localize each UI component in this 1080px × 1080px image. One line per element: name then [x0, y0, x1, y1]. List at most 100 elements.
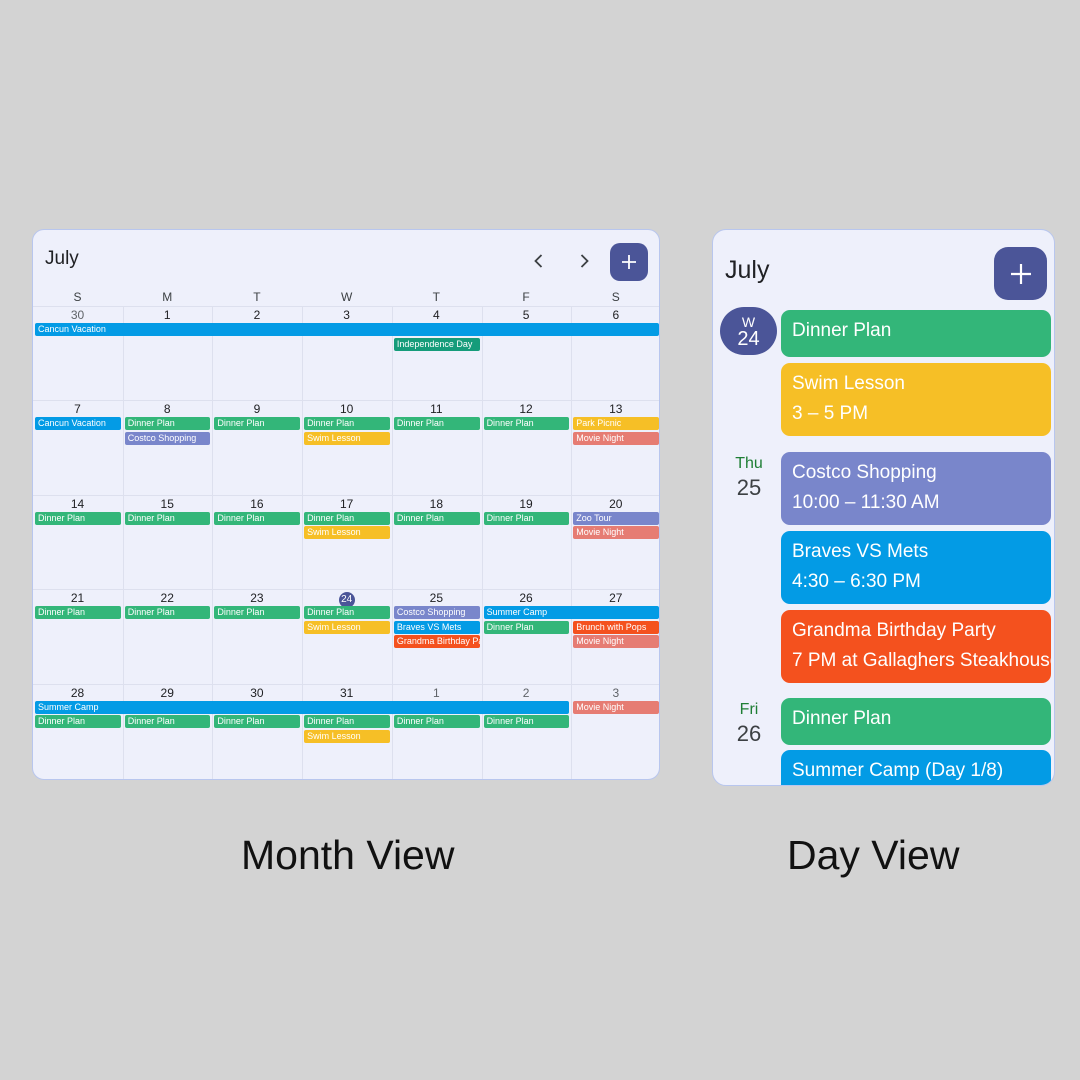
event-card-summer-camp[interactable]: Summer Camp (Day 1/8)	[781, 750, 1051, 785]
date-cell[interactable]: 24	[302, 591, 391, 609]
event-chip-dinner-plan[interactable]: Dinner Plan	[214, 606, 301, 620]
date-cell[interactable]: 30	[250, 685, 264, 700]
plus-icon	[622, 255, 636, 269]
next-month-button[interactable]	[571, 248, 597, 274]
date-cell[interactable]: 2	[253, 308, 261, 322]
day-label-thu[interactable]: Thu 25	[721, 455, 777, 501]
date-cell[interactable]: 25	[429, 591, 444, 606]
event-title: Costco Shopping	[792, 462, 937, 483]
event-chip-dinner-plan[interactable]: Dinner Plan	[304, 606, 390, 620]
chevron-right-icon	[580, 254, 589, 268]
event-chip-dinner-plan[interactable]: Dinner Plan	[214, 715, 301, 729]
date-cell[interactable]: 3	[612, 685, 620, 700]
event-chip-summer-camp[interactable]: Summer Camp	[483, 606, 659, 620]
date-cell[interactable]: 11	[430, 402, 443, 417]
date-cell[interactable]: 8	[163, 402, 171, 417]
event-chip-dinner-plan[interactable]: Dinner Plan	[304, 715, 390, 729]
event-chip-costco-shopping[interactable]: Costco Shopping	[124, 431, 211, 445]
event-chip-dinner-plan[interactable]: Dinner Plan	[483, 417, 570, 431]
event-chip-cancun-vacation[interactable]: Cancun Vacation	[35, 323, 659, 336]
date-cell[interactable]: 23	[250, 591, 264, 606]
date-cell[interactable]: 21	[70, 591, 85, 606]
event-chip-movie-night[interactable]: Movie Night	[573, 431, 659, 445]
event-chip-dinner-plan[interactable]: Dinner Plan	[35, 715, 121, 729]
event-chip-dinner-plan[interactable]: Dinner Plan	[214, 511, 301, 525]
event-card-costco-shopping[interactable]: Costco Shopping 10:00 – 11:30 AM	[781, 452, 1051, 525]
event-title: Dinner Plan	[792, 708, 892, 729]
event-chip-zoo-tour[interactable]: Zoo Tour	[573, 511, 659, 525]
prev-month-button[interactable]	[526, 248, 552, 274]
date-cell[interactable]: 19	[519, 496, 533, 511]
date-cell[interactable]: 28	[70, 685, 85, 700]
date-cell[interactable]: 15	[160, 496, 174, 511]
event-chip-swim-lesson[interactable]: Swim Lesson	[304, 431, 390, 445]
event-chip-dinner-plan[interactable]: Dinner Plan	[124, 511, 211, 525]
event-chip-independence-day[interactable]: Independence Day	[393, 337, 480, 351]
date-cell[interactable]: 10	[339, 402, 354, 417]
event-chip-dinner-plan[interactable]: Dinner Plan	[483, 715, 570, 729]
date-cell[interactable]: 3	[343, 308, 350, 322]
event-chip-movie-night[interactable]: Movie Night	[573, 700, 659, 714]
event-chip-dinner-plan[interactable]: Dinner Plan	[304, 417, 390, 431]
date-cell[interactable]: 13	[609, 402, 623, 417]
event-chip-dinner-plan[interactable]: Dinner Plan	[124, 715, 211, 729]
event-chip-movie-night[interactable]: Movie Night	[573, 635, 659, 649]
event-chip-dinner-plan[interactable]: Dinner Plan	[483, 511, 570, 525]
date-cell[interactable]: 2	[522, 685, 530, 700]
date-cell[interactable]: 1	[433, 685, 440, 700]
date-cell[interactable]: 9	[253, 402, 261, 417]
date-cell[interactable]: 29	[160, 685, 174, 700]
grid-line	[212, 306, 214, 779]
date-cell[interactable]: 17	[339, 496, 354, 511]
date-cell[interactable]: 7	[74, 402, 81, 417]
date-cell[interactable]: 22	[160, 591, 174, 606]
event-chip-dinner-plan[interactable]: Dinner Plan	[304, 511, 390, 525]
today-badge[interactable]: W 24	[720, 307, 777, 355]
grid-line	[481, 306, 483, 779]
event-chip-summer-camp[interactable]: Summer Camp	[35, 700, 570, 714]
event-card-grandma-birthday-party[interactable]: Grandma Birthday Party 7 PM at Gallagher…	[781, 610, 1051, 683]
date-cell[interactable]: 31	[339, 685, 354, 700]
date-cell[interactable]: 20	[609, 496, 623, 511]
grid-line	[391, 306, 393, 779]
date-cell[interactable]: 18	[429, 496, 444, 511]
event-chip-dinner-plan[interactable]: Dinner Plan	[214, 417, 301, 431]
event-card-dinner-plan[interactable]: Dinner Plan	[781, 310, 1051, 357]
date-cell[interactable]: 4	[433, 308, 440, 322]
add-event-button[interactable]	[610, 243, 648, 281]
date-cell[interactable]: 26	[519, 591, 533, 606]
date-cell[interactable]: 14	[70, 496, 85, 511]
event-title: Dinner Plan	[792, 320, 892, 341]
event-chip-swim-lesson[interactable]: Swim Lesson	[304, 620, 390, 634]
event-chip-grandma-birthday-party[interactable]: Grandma Birthday Party	[393, 635, 480, 649]
date-cell[interactable]: 5	[522, 308, 530, 322]
event-chip-dinner-plan[interactable]: Dinner Plan	[124, 606, 211, 620]
date-cell[interactable]: 30	[70, 308, 85, 322]
event-chip-dinner-plan[interactable]: Dinner Plan	[35, 511, 121, 525]
event-chip-swim-lesson[interactable]: Swim Lesson	[304, 729, 390, 743]
event-card-swim-lesson[interactable]: Swim Lesson 3 – 5 PM	[781, 363, 1051, 436]
event-chip-braves-vs-mets[interactable]: Braves VS Mets	[393, 620, 480, 634]
event-chip-cancun-vacation[interactable]: Cancun Vacation	[35, 417, 121, 431]
date-cell[interactable]: 6	[612, 308, 620, 322]
add-event-button[interactable]	[994, 247, 1047, 300]
date-cell[interactable]: 1	[163, 308, 171, 322]
event-chip-swim-lesson[interactable]: Swim Lesson	[304, 526, 390, 540]
event-chip-park-picnic[interactable]: Park Picnic	[573, 417, 659, 431]
date-cell[interactable]: 16	[250, 496, 264, 511]
date-cell[interactable]: 12	[519, 402, 533, 417]
day-label-fri[interactable]: Fri 26	[721, 701, 777, 747]
event-card-braves-vs-mets[interactable]: Braves VS Mets 4:30 – 6:30 PM	[781, 531, 1051, 604]
event-chip-dinner-plan[interactable]: Dinner Plan	[393, 417, 480, 431]
event-chip-dinner-plan[interactable]: Dinner Plan	[393, 715, 480, 729]
grid-line	[33, 494, 659, 496]
date-cell[interactable]: 27	[609, 591, 623, 606]
event-chip-dinner-plan[interactable]: Dinner Plan	[393, 511, 480, 525]
event-chip-dinner-plan[interactable]: Dinner Plan	[483, 620, 570, 634]
event-card-dinner-plan[interactable]: Dinner Plan	[781, 698, 1051, 745]
event-chip-dinner-plan[interactable]: Dinner Plan	[35, 606, 121, 620]
event-chip-brunch-with-pops[interactable]: Brunch with Pops	[573, 620, 659, 634]
event-chip-movie-night[interactable]: Movie Night	[573, 526, 659, 540]
event-chip-dinner-plan[interactable]: Dinner Plan	[124, 417, 211, 431]
event-chip-costco-shopping[interactable]: Costco Shopping	[393, 606, 480, 620]
